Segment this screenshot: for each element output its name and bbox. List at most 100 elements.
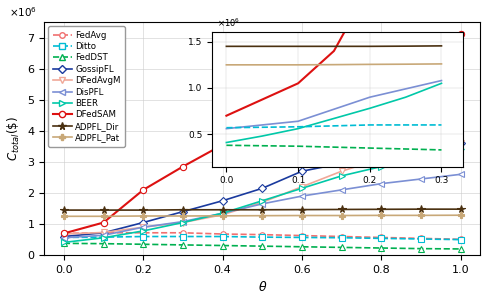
GossipFL [299, 169, 305, 173]
BEER [61, 241, 67, 244]
BEER [378, 165, 384, 168]
ADPFL_Dir [299, 208, 305, 211]
Ditto [260, 235, 265, 239]
DFedAvgM [220, 213, 226, 217]
ADPFL_Dir [101, 208, 106, 212]
DisPFL [101, 233, 106, 237]
Ditto [101, 235, 106, 239]
FedDST [220, 244, 226, 247]
FedDST [140, 242, 146, 246]
DisPFL [458, 172, 464, 176]
FedAvg [378, 236, 384, 239]
DFedAvgM [418, 148, 424, 151]
DFedAvgM [180, 221, 186, 224]
FedAvg [418, 237, 424, 240]
DFedAvgM [101, 231, 106, 234]
DisPFL [418, 177, 424, 181]
ADPFL_Dir [220, 208, 226, 211]
Legend: FedAvg, Ditto, FedDST, GossipFL, DFedAvgM, DisPFL, BEER, DFedSAM, ADPFL_Dir, ADP: FedAvg, Ditto, FedDST, GossipFL, DFedAvg… [49, 26, 125, 147]
FedDST [418, 247, 424, 250]
BEER [260, 199, 265, 202]
ADPFL_Pat [140, 214, 146, 218]
DFedAvgM [458, 141, 464, 145]
FedDST [458, 247, 464, 251]
ADPFL_Dir [61, 208, 67, 212]
ADPFL_Dir [339, 208, 345, 211]
FedAvg [260, 233, 265, 236]
ADPFL_Pat [418, 214, 424, 217]
Ditto [458, 238, 464, 242]
ADPFL_Pat [180, 214, 186, 218]
GossipFL [339, 162, 345, 165]
Ditto [180, 235, 186, 238]
DFedSAM [140, 188, 146, 192]
FedAvg [220, 232, 226, 236]
DFedSAM [418, 48, 424, 52]
GossipFL [180, 210, 186, 213]
FedAvg [458, 238, 464, 241]
ADPFL_Dir [180, 208, 186, 211]
Y-axis label: $C_{total}(\$)$: $C_{total}(\$)$ [5, 116, 22, 161]
Ditto [339, 236, 345, 240]
Ditto [378, 237, 384, 240]
BEER [458, 148, 464, 151]
Line: FedDST: FedDST [61, 240, 464, 252]
Ditto [418, 237, 424, 241]
Text: $\times 10^6$: $\times 10^6$ [9, 5, 37, 19]
FedDST [378, 246, 384, 250]
DisPFL [220, 212, 226, 215]
ADPFL_Pat [339, 214, 345, 217]
Ditto [220, 235, 226, 238]
GossipFL [140, 221, 146, 224]
ADPFL_Pat [378, 214, 384, 217]
FedDST [180, 243, 186, 247]
ADPFL_Dir [260, 208, 265, 211]
DFedSAM [101, 221, 106, 224]
ADPFL_Pat [61, 214, 67, 218]
ADPFL_Pat [260, 214, 265, 217]
BEER [180, 221, 186, 224]
ADPFL_Dir [378, 208, 384, 211]
DFedAvgM [260, 200, 265, 204]
GossipFL [220, 199, 226, 202]
Line: DFedSAM: DFedSAM [61, 31, 464, 236]
ADPFL_Pat [299, 214, 305, 217]
FedDST [339, 246, 345, 249]
Line: ADPFL_Pat: ADPFL_Pat [61, 212, 464, 219]
Line: ADPFL_Dir: ADPFL_Dir [60, 205, 465, 214]
Ditto [61, 236, 67, 239]
DisPFL [260, 202, 265, 206]
ADPFL_Dir [140, 208, 146, 212]
GossipFL [378, 155, 384, 159]
ADPFL_Dir [458, 207, 464, 211]
ADPFL_Pat [101, 214, 106, 218]
GossipFL [101, 231, 106, 235]
DisPFL [378, 182, 384, 185]
DFedSAM [299, 98, 305, 101]
GossipFL [418, 148, 424, 151]
DFedSAM [339, 78, 345, 81]
DisPFL [140, 225, 146, 229]
DFedAvgM [339, 169, 345, 173]
DFedSAM [458, 33, 464, 36]
DFedSAM [180, 165, 186, 168]
DisPFL [180, 220, 186, 224]
FedAvg [180, 231, 186, 235]
BEER [299, 187, 305, 190]
FedAvg [61, 232, 67, 235]
DFedSAM [260, 121, 265, 125]
DisPFL [61, 236, 67, 240]
Line: DisPFL: DisPFL [61, 171, 464, 241]
X-axis label: $\theta$: $\theta$ [258, 280, 267, 294]
GossipFL [458, 141, 464, 145]
Line: FedAvg: FedAvg [61, 230, 463, 242]
Line: Ditto: Ditto [61, 234, 463, 242]
FedAvg [299, 234, 305, 237]
DFedSAM [220, 143, 226, 147]
FedDST [260, 244, 265, 248]
BEER [140, 229, 146, 233]
GossipFL [61, 235, 67, 238]
DFedAvgM [299, 185, 305, 189]
ADPFL_Pat [458, 213, 464, 217]
GossipFL [260, 187, 265, 190]
